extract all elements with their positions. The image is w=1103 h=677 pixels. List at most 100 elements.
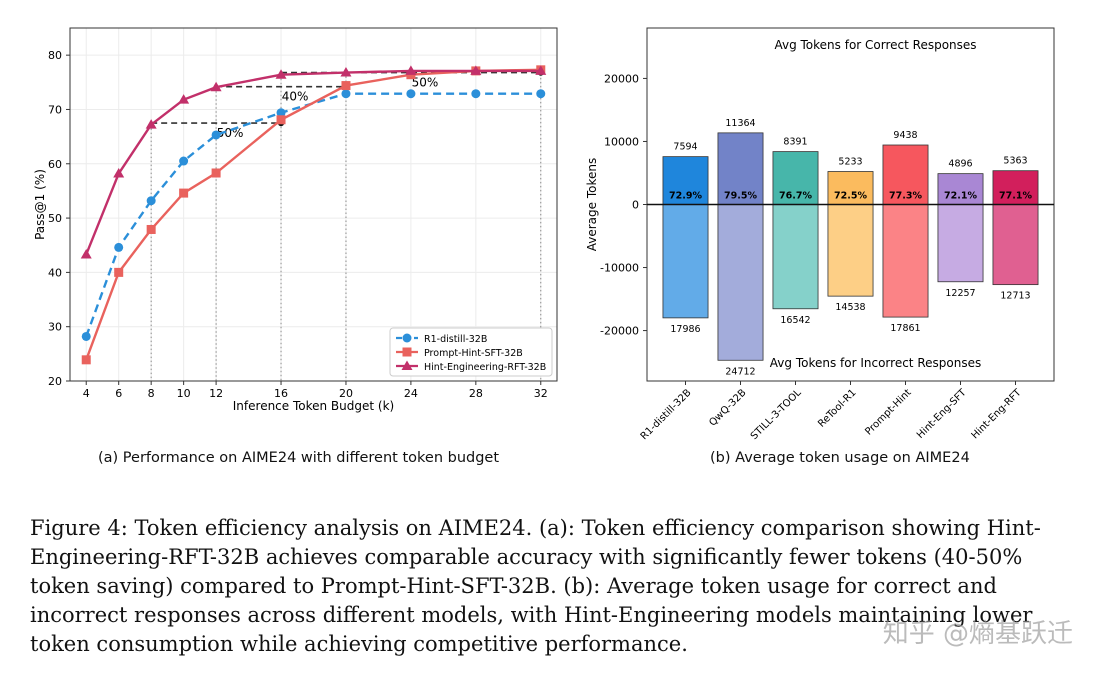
x-tick-label: STILL-3-TOOL [749, 387, 804, 442]
x-tick-label: 10 [177, 387, 191, 400]
y-axis-label: Pass@1 (%) [33, 169, 47, 240]
bar-value-incorrect: 17861 [890, 323, 920, 334]
legend-entry: Hint-Engineering-RFT-32B [424, 362, 546, 373]
y-tick-label: 10000 [604, 135, 639, 148]
data-point [406, 89, 416, 99]
x-tick-label: 20 [339, 387, 353, 400]
bar-value-correct: 7594 [673, 142, 697, 153]
x-tick-label: 4 [83, 387, 90, 400]
y-tick-label: 40 [48, 266, 62, 279]
y-tick-label: -10000 [600, 262, 639, 275]
bar-value-incorrect: 16542 [780, 315, 810, 326]
x-tick-label: 28 [469, 387, 483, 400]
data-point [114, 242, 124, 252]
bar-incorrect [717, 204, 764, 361]
x-tick-label: R1-distill-32B [639, 387, 694, 442]
series-line [85, 69, 541, 255]
bottom-panel-label: Avg Tokens for Incorrect Responses [770, 356, 981, 370]
bar-value-incorrect: 24712 [725, 366, 755, 377]
data-point [402, 347, 412, 357]
saving-label: 50% [217, 126, 244, 140]
data-point [146, 196, 156, 206]
x-tick-label: 12 [209, 387, 223, 400]
figure-caption: Figure 4: Token efficiency analysis on A… [30, 516, 1041, 656]
x-tick-label: QwQ-32B [707, 387, 748, 428]
bar-value-correct: 4896 [948, 159, 972, 170]
watermark-text: 知乎 @熵基跃迁 [882, 619, 1073, 649]
accuracy-label: 77.1% [999, 191, 1032, 202]
bar-value-correct: 8391 [783, 137, 807, 148]
data-point [80, 248, 92, 259]
data-point [210, 81, 222, 92]
data-point [340, 67, 352, 77]
accuracy-label: 79.5% [724, 191, 757, 202]
data-point [178, 94, 190, 104]
y-tick-label: -20000 [600, 325, 639, 338]
y-axis-label: Average Tokens [585, 158, 599, 252]
bar-correct [882, 144, 929, 205]
accuracy-label: 72.1% [944, 191, 977, 202]
bar-incorrect [992, 204, 1039, 286]
bar-value-incorrect: 12257 [945, 288, 975, 299]
data-point [341, 89, 351, 99]
data-point [211, 168, 221, 178]
bar-value-incorrect: 17986 [670, 324, 700, 335]
line-chart-a: 20 30 40 50 60 70 80 4 6 8 10 12 16 20 24 28 32 Inference… [33, 27, 558, 413]
data-point [402, 333, 412, 343]
accuracy-label: 72.9% [669, 191, 702, 202]
y-tick-label: 20 [48, 375, 62, 388]
bar-incorrect [882, 204, 929, 318]
data-point [179, 188, 189, 198]
accuracy-label: 77.3% [889, 191, 922, 202]
data-point [535, 65, 547, 75]
x-tick-label: Prompt-Hint [863, 387, 913, 437]
y-tick-label: 70 [48, 103, 62, 116]
x-axis-label: Inference Token Budget (k) [233, 399, 394, 413]
x-tick-label: Hint-Eng-SFT [915, 387, 969, 441]
saving-label: 50% [412, 76, 439, 90]
data-point [471, 89, 481, 99]
data-point [179, 156, 189, 166]
x-tick-label: 16 [274, 387, 288, 400]
x-tick-label: 8 [148, 387, 155, 400]
y-tick-label: 60 [48, 158, 62, 171]
bar-value-incorrect: 12713 [1000, 291, 1030, 302]
series-line [85, 92, 541, 337]
saving-label: 40% [282, 90, 309, 104]
data-point [470, 65, 482, 75]
y-tick-label: 50 [48, 212, 62, 225]
y-tick-label: 0 [632, 199, 639, 212]
data-point [275, 69, 287, 79]
bar-incorrect [662, 204, 709, 319]
bar-incorrect [772, 204, 819, 310]
bar-incorrect [827, 204, 874, 297]
y-tick-label: 80 [48, 49, 62, 62]
x-tick-label: 32 [534, 387, 548, 400]
legend-entry: R1-distill-32B [424, 334, 487, 345]
top-panel-label: Avg Tokens for Correct Responses [774, 38, 976, 52]
accuracy-label: 76.7% [779, 191, 812, 202]
bar-correct [937, 173, 984, 205]
series-line [85, 68, 541, 361]
subcaption-b: (b) Average token usage on AIME24 [710, 450, 970, 466]
bar-value-correct: 5233 [838, 157, 862, 168]
data-point [113, 168, 125, 178]
bar-value-correct: 11364 [725, 118, 755, 129]
data-point [405, 65, 417, 75]
x-tick-label: Hint-Eng-RFT [970, 387, 1025, 442]
x-tick-label: ReTool-R1 [816, 387, 858, 429]
y-tick-label: 20000 [604, 72, 639, 85]
subcaption-a: (a) Performance on AIME24 with different… [98, 450, 500, 466]
y-tick-label: 30 [48, 321, 62, 334]
data-point [114, 267, 124, 277]
bar-correct [772, 151, 819, 205]
bar-value-incorrect: 14538 [835, 302, 865, 313]
data-point [536, 89, 546, 99]
accuracy-label: 72.5% [834, 191, 867, 202]
data-point [341, 81, 351, 91]
legend-entry: Prompt-Hint-SFT-32B [424, 348, 523, 359]
data-point [146, 224, 156, 234]
bar-value-correct: 9438 [893, 130, 917, 141]
bar-incorrect [937, 204, 984, 283]
data-point [276, 108, 286, 118]
